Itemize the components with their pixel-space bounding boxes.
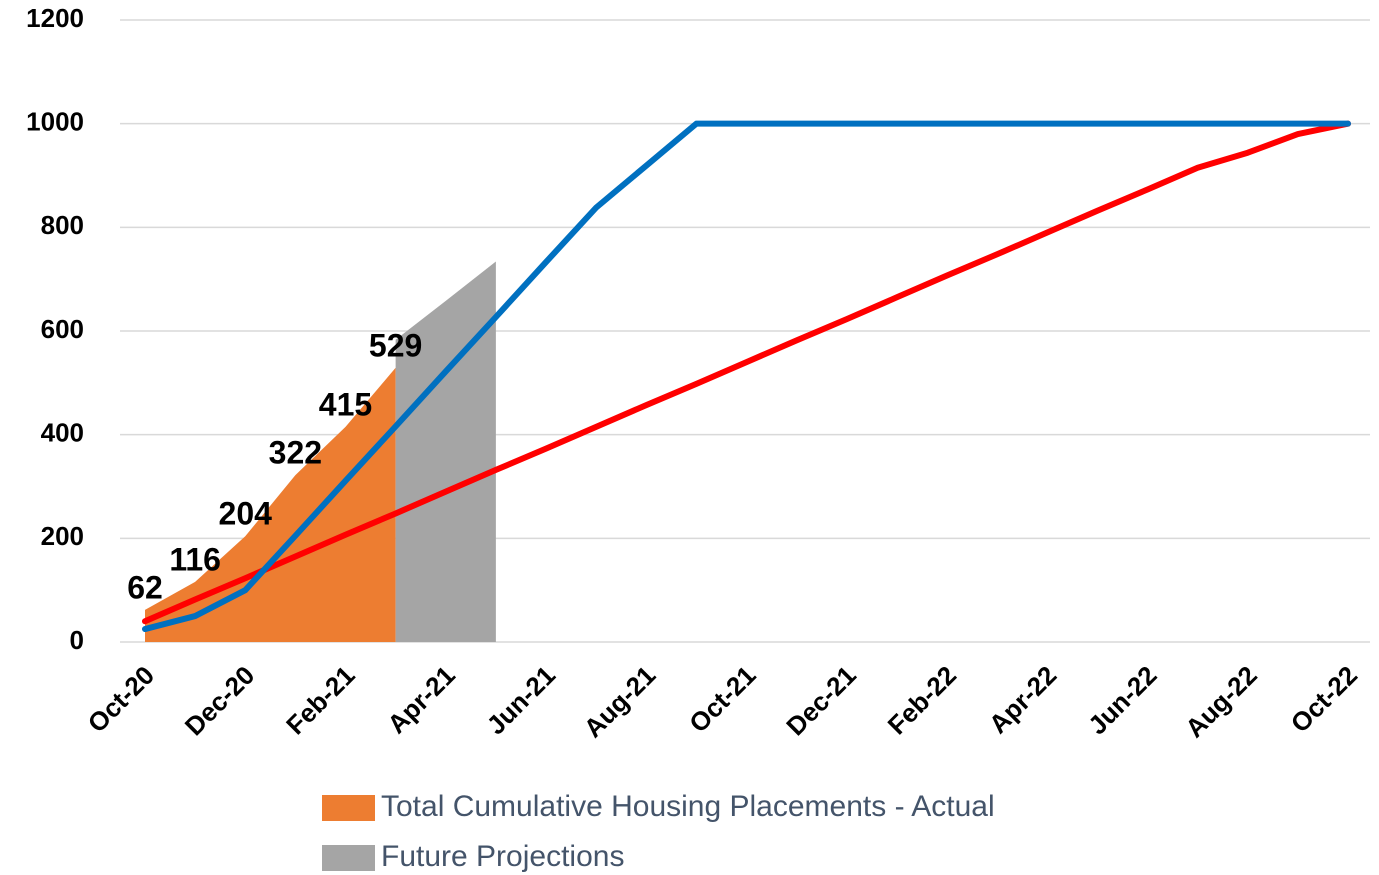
- area: [145, 367, 396, 642]
- x-tick-label: Oct-22: [1285, 660, 1363, 738]
- y-tick-label: 0: [70, 625, 84, 655]
- x-tick-label: Feb-22: [882, 660, 962, 740]
- y-tick-label: 1200: [26, 3, 84, 33]
- data-label: 529: [369, 327, 422, 363]
- legend-swatch: [322, 795, 375, 821]
- x-tick-label: Aug-22: [1179, 660, 1263, 744]
- data-label: 204: [219, 496, 273, 532]
- y-tick-label: 600: [41, 314, 84, 344]
- y-tick-label: 1000: [26, 107, 84, 137]
- x-tick-label: Apr-21: [381, 660, 460, 739]
- area: [395, 261, 496, 642]
- line: [142, 120, 1351, 633]
- x-tick-label: Oct-21: [683, 660, 761, 738]
- data-label: 62: [127, 569, 163, 605]
- data-label: 116: [169, 541, 221, 577]
- x-tick-label: Dec-20: [179, 660, 261, 742]
- data-label: 322: [269, 435, 322, 471]
- x-tick-label: Jun-22: [1082, 660, 1162, 740]
- x-tick-label: Oct-20: [82, 660, 160, 738]
- data-label: 415: [319, 386, 372, 422]
- y-tick-label: 800: [41, 210, 84, 240]
- legend-label: Future Projections: [381, 840, 624, 873]
- legend-label: Total Cumulative Housing Placements - Ac…: [381, 790, 995, 823]
- legend-swatch: [322, 845, 375, 871]
- x-tick-label: Feb-21: [280, 660, 360, 740]
- x-tick-label: Aug-21: [578, 660, 662, 744]
- x-tick-label: Apr-22: [983, 660, 1062, 739]
- y-tick-label: 400: [41, 418, 84, 448]
- x-tick-label: Dec-21: [780, 660, 862, 742]
- y-tick-label: 200: [41, 521, 84, 551]
- line: [142, 120, 1351, 625]
- x-tick-label: Jun-21: [481, 660, 561, 740]
